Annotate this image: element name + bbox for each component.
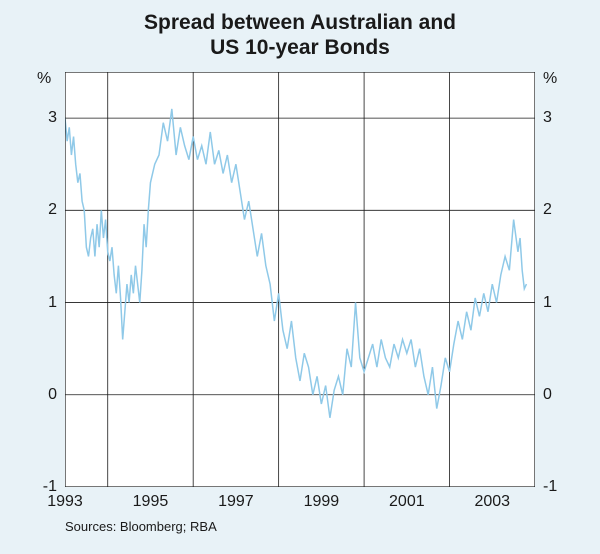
x-tick: 1993 — [45, 493, 85, 511]
x-tick: 2003 — [472, 493, 512, 511]
chart-svg — [65, 72, 535, 487]
y-tick-right: 1 — [543, 294, 552, 312]
y-tick-left: 2 — [48, 201, 57, 219]
title-line-1: Spread between Australian and — [0, 10, 600, 35]
x-tick: 2001 — [387, 493, 427, 511]
y-tick-left: 1 — [48, 294, 57, 312]
y-unit-left: % — [37, 70, 51, 88]
y-tick-right: 2 — [543, 201, 552, 219]
x-tick: 1997 — [216, 493, 256, 511]
y-tick-left: 3 — [48, 109, 57, 127]
y-tick-right: 3 — [543, 109, 552, 127]
x-tick: 1999 — [301, 493, 341, 511]
x-tick: 1995 — [130, 493, 170, 511]
y-tick-left: 0 — [48, 386, 57, 404]
title-line-2: US 10-year Bonds — [0, 35, 600, 60]
y-unit-right: % — [543, 70, 557, 88]
y-tick-right: 0 — [543, 386, 552, 404]
chart-title: Spread between Australian and US 10-year… — [0, 10, 600, 60]
y-tick-right: -1 — [543, 478, 557, 496]
sources-label: Sources: Bloomberg; RBA — [65, 519, 217, 534]
chart-container: Spread between Australian and US 10-year… — [0, 0, 600, 554]
